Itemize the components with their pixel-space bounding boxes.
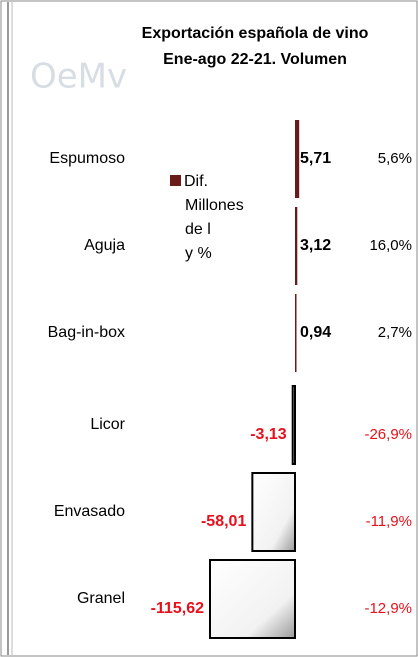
category-label: Licor — [90, 416, 125, 433]
chart-subtitle: Ene-ago 22-21. Volumen — [163, 51, 347, 68]
change-label: 2,7% — [378, 324, 412, 341]
value-label: -58,01 — [201, 513, 246, 530]
bar — [291, 385, 296, 465]
bar — [295, 207, 298, 285]
bar — [251, 472, 296, 552]
value-label: 0,94 — [300, 324, 331, 341]
category-label: Envasado — [54, 503, 125, 520]
change-label: -12,9% — [364, 600, 412, 617]
change-label: -26,9% — [364, 426, 412, 443]
bar — [209, 559, 296, 639]
category-label: Espumoso — [49, 150, 125, 167]
change-label: 16,0% — [369, 237, 412, 254]
legend-swatch — [170, 175, 181, 186]
category-label: Granel — [77, 590, 125, 607]
value-label: -3,13 — [250, 426, 287, 443]
value-label: 5,71 — [300, 150, 331, 167]
chart-title: Exportación española de vino — [142, 25, 369, 42]
logo: OeMv — [30, 57, 127, 97]
bar — [295, 120, 300, 198]
value-label: 3,12 — [300, 237, 331, 254]
change-label: -11,9% — [366, 513, 412, 530]
change-label: 5,6% — [378, 150, 412, 167]
category-label: Aguja — [84, 237, 125, 254]
bar — [295, 294, 297, 372]
value-label: -115,62 — [151, 600, 204, 617]
category-label: Bag-in-box — [48, 324, 125, 341]
